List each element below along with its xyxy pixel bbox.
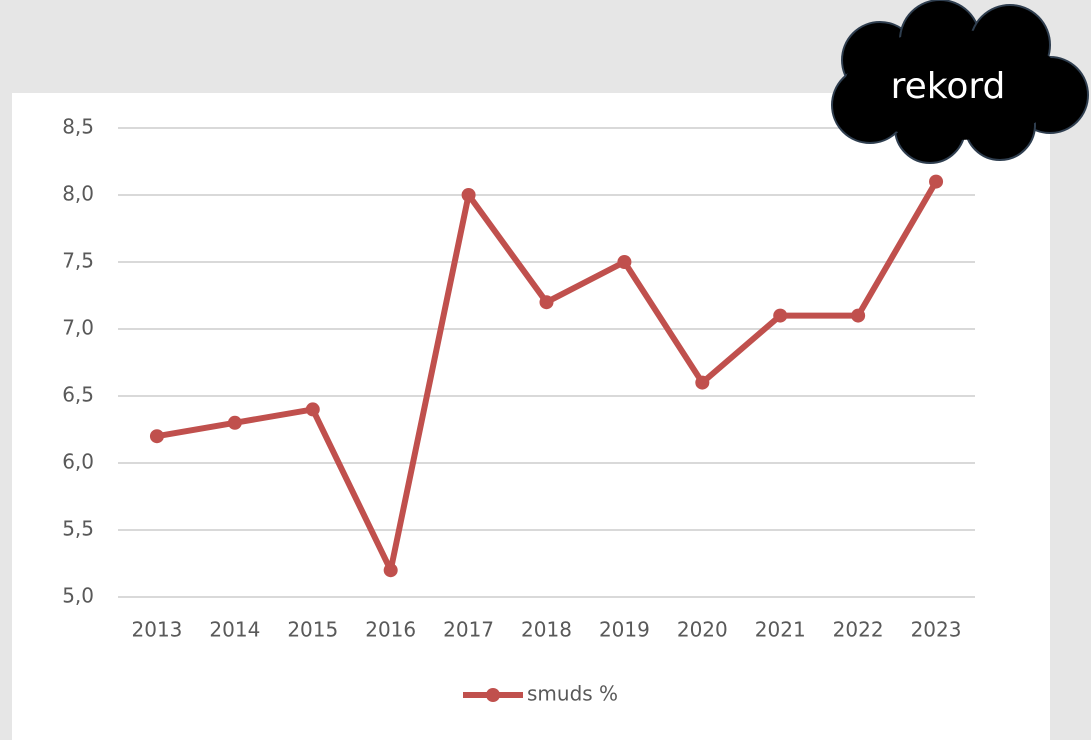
- data-point: [149, 429, 164, 444]
- x-tick-label: 2015: [287, 618, 338, 642]
- y-tick-label: 6,5: [62, 383, 94, 407]
- x-tick-label: 2019: [599, 618, 650, 642]
- data-point: [383, 563, 398, 578]
- y-tick-label: 8,0: [62, 182, 94, 206]
- plot-area: 5,0 5,5 6,0 6,5 7,0 7,5 8,0 8,5 2013 2014 2015 2016…: [62, 115, 975, 706]
- data-point: [461, 188, 476, 202]
- x-tick-label: 2021: [755, 618, 806, 642]
- x-tick-label: 2022: [833, 618, 884, 642]
- y-tick-label: 8,5: [62, 115, 94, 139]
- data-point: [305, 402, 320, 417]
- data-point: [227, 415, 242, 430]
- data-point: [851, 308, 866, 323]
- data-point: [773, 308, 788, 323]
- legend-marker: [486, 688, 500, 702]
- x-tick-label: 2020: [677, 618, 728, 642]
- annotation: rekord: [891, 66, 1006, 107]
- data-point: [539, 295, 554, 310]
- x-tick-label: 2018: [521, 618, 572, 642]
- data-point: [929, 174, 944, 189]
- y-tick-label: 5,5: [62, 517, 94, 541]
- x-tick-label: 2014: [209, 618, 260, 642]
- x-tick-label: 2016: [365, 618, 416, 642]
- chart-panel: [12, 93, 1050, 740]
- y-tick-label: 6,0: [62, 450, 94, 474]
- y-tick-label: 5,0: [62, 584, 94, 608]
- legend-label: smuds %: [527, 682, 618, 706]
- y-tick-label: 7,5: [62, 249, 94, 273]
- x-tick-label: 2017: [443, 618, 494, 642]
- annotation-cloud: [831, 0, 1089, 164]
- x-tick-label: 2023: [911, 618, 962, 642]
- y-tick-label: 7,0: [62, 316, 94, 340]
- data-point: [695, 375, 710, 390]
- x-tick-label: 2013: [132, 618, 183, 642]
- data-point: [617, 255, 632, 269]
